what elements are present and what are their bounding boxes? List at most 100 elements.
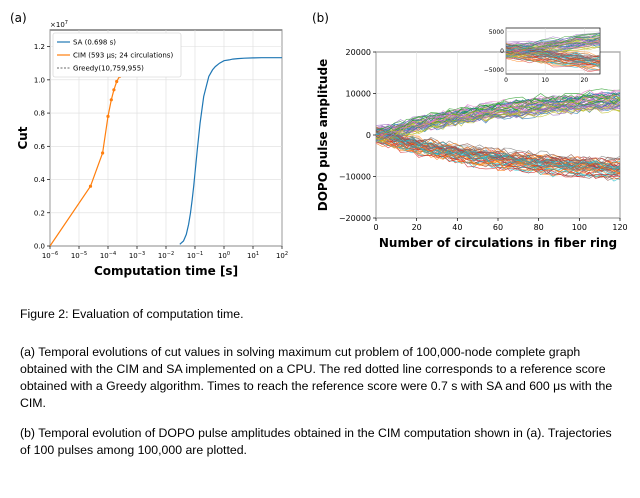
pulse-trajectory	[375, 97, 621, 128]
x-tick-label: 101	[247, 251, 259, 260]
y-tick-label: 20000	[346, 48, 371, 57]
y-tick-label: 0.0	[34, 243, 45, 251]
y-tick-label: 1.2	[34, 43, 45, 51]
inset-pulse-trajectory	[505, 39, 601, 54]
pulse-trajectory	[375, 107, 621, 140]
series-line-0	[179, 57, 282, 245]
inset-pulse-trajectory	[505, 36, 601, 45]
pulse-trajectory	[375, 93, 621, 135]
y-tick-label: 1.0	[34, 76, 45, 84]
pulse-trajectory	[375, 127, 621, 162]
chart-b-y-axis-label: DOPO pulse amplitude	[316, 59, 330, 211]
inset-pulse-trajectory	[505, 33, 601, 48]
pulse-trajectory	[375, 94, 621, 144]
inset-pulse-trajectory	[505, 32, 601, 51]
x-tick-label: 100	[572, 223, 587, 232]
pulse-trajectory	[375, 126, 621, 165]
pulse-trajectory	[375, 132, 621, 168]
inset-trajectories	[505, 32, 601, 72]
x-tick-label: 60	[493, 223, 503, 232]
inset-x-tick-label: 10	[541, 77, 549, 84]
inset-pulse-trajectory	[505, 44, 601, 57]
cim-data-point	[88, 184, 93, 188]
chart-a-x-ticks: 10−6 10−5 10−4 10−3 10−2 10−1 100 101 102	[42, 246, 288, 260]
x-tick-label: 120	[612, 223, 627, 232]
inset-x-tick-label: 20	[581, 77, 589, 84]
pulse-trajectory	[375, 94, 621, 140]
y-tick-label: −10000	[339, 173, 371, 182]
chart-a-legend: SA (0.698 s) CIM (593 μs; 24 circulation…	[52, 32, 182, 78]
x-tick-label: 10−3	[129, 251, 145, 260]
inset-pulse-trajectory	[505, 51, 601, 61]
figure: (a) 10−6 10−5 10−4 10−3 10−2 10−1 100 101 102 0.…	[10, 11, 628, 278]
chart-a-y-multiplier: ×107	[50, 20, 68, 29]
cim-data-point	[115, 79, 119, 84]
chart-b: 0 20 40 60 80 100 120 20000100000−10000−20000 …	[316, 27, 628, 250]
legend-box	[52, 32, 182, 78]
legend-label-sa: SA (0.698 s)	[73, 39, 116, 47]
cim-data-point	[109, 98, 113, 102]
legend-label-greedy: Greedy(10,759,955)	[73, 65, 144, 73]
x-tick-label: 10−2	[158, 251, 174, 260]
y-tick-label: 0.8	[34, 110, 45, 118]
inset-pulse-trajectory	[505, 52, 601, 71]
pulse-trajectory	[375, 89, 621, 140]
pulse-trajectory	[375, 142, 621, 179]
inset-y-tick-label: −5000	[484, 67, 504, 74]
x-tick-label: 10−6	[42, 251, 58, 260]
x-tick-label: 20	[412, 223, 422, 232]
y-tick-label: 10000	[346, 90, 371, 99]
caption-part-b: (b) Temporal evolution of DOPO pulse amp…	[20, 426, 612, 457]
inset-y-tick-label: 0	[500, 48, 504, 55]
y-tick-label: 0.2	[34, 209, 45, 217]
pulse-trajectory	[375, 127, 621, 164]
x-tick-label: 0	[373, 223, 378, 232]
inset-pulse-trajectory	[505, 53, 601, 71]
inset-pulse-trajectory	[505, 57, 601, 72]
chart-a-x-axis-label: Computation time [s]	[94, 264, 238, 278]
inset-pulse-trajectory	[505, 52, 601, 62]
x-tick-label: 102	[276, 251, 288, 260]
inset-pulse-trajectory	[505, 33, 601, 48]
chart-b-y-ticks: 20000 10000 0 −10000 −20000	[339, 48, 376, 223]
x-tick-label: 80	[534, 223, 544, 232]
inset-x-tick-label: 0	[504, 77, 508, 84]
panel-a-label: (a)	[10, 11, 27, 25]
inset-pulse-trajectory	[505, 53, 601, 67]
caption-part-a: (a) Temporal evolutions of cut values in…	[20, 345, 613, 410]
pulse-trajectory	[375, 136, 621, 175]
y-tick-label: 0.6	[34, 143, 46, 151]
inset-pulse-trajectory	[505, 47, 601, 61]
x-tick-label: 10−5	[71, 251, 87, 260]
inset-pulse-trajectory	[505, 39, 601, 56]
inset-y-tick-label: 5000	[489, 29, 504, 36]
legend-label-cim: CIM (593 μs; 24 circulations)	[73, 52, 173, 60]
cim-data-point	[106, 114, 110, 118]
chart-a: 10−6 10−5 10−4 10−3 10−2 10−1 100 101 102 0.0 0.2…	[16, 20, 288, 278]
x-tick-label: 100	[218, 251, 230, 260]
x-tick-label: 40	[452, 223, 462, 232]
inset-pulse-trajectory	[505, 56, 601, 67]
y-tick-label: 0.4	[34, 176, 46, 184]
panel-b-label: (b)	[312, 11, 329, 25]
cim-data-point	[112, 88, 116, 92]
pulse-trajectory	[375, 135, 620, 168]
y-tick-label: 0	[366, 131, 371, 140]
inset-pulse-trajectory	[505, 33, 601, 51]
cim-data-point	[101, 151, 105, 155]
x-tick-label: 10−1	[187, 251, 203, 260]
y-tick-label: −20000	[339, 214, 371, 223]
pulse-trajectory	[375, 135, 621, 165]
pulse-trajectory	[375, 131, 621, 168]
pulse-trajectory	[375, 132, 621, 174]
inset-pulse-trajectory	[505, 42, 601, 60]
pulse-trajectory	[375, 130, 621, 177]
chart-b-x-ticks: 0 20 40 60 80 100 120	[373, 218, 628, 232]
chart-b-trajectories	[375, 88, 621, 182]
chart-a-y-axis-label: Cut	[16, 126, 30, 149]
pulse-trajectory	[375, 105, 621, 140]
chart-b-x-axis-label: Number of circulations in fiber ring	[379, 236, 617, 250]
x-tick-label: 10−4	[100, 251, 116, 260]
